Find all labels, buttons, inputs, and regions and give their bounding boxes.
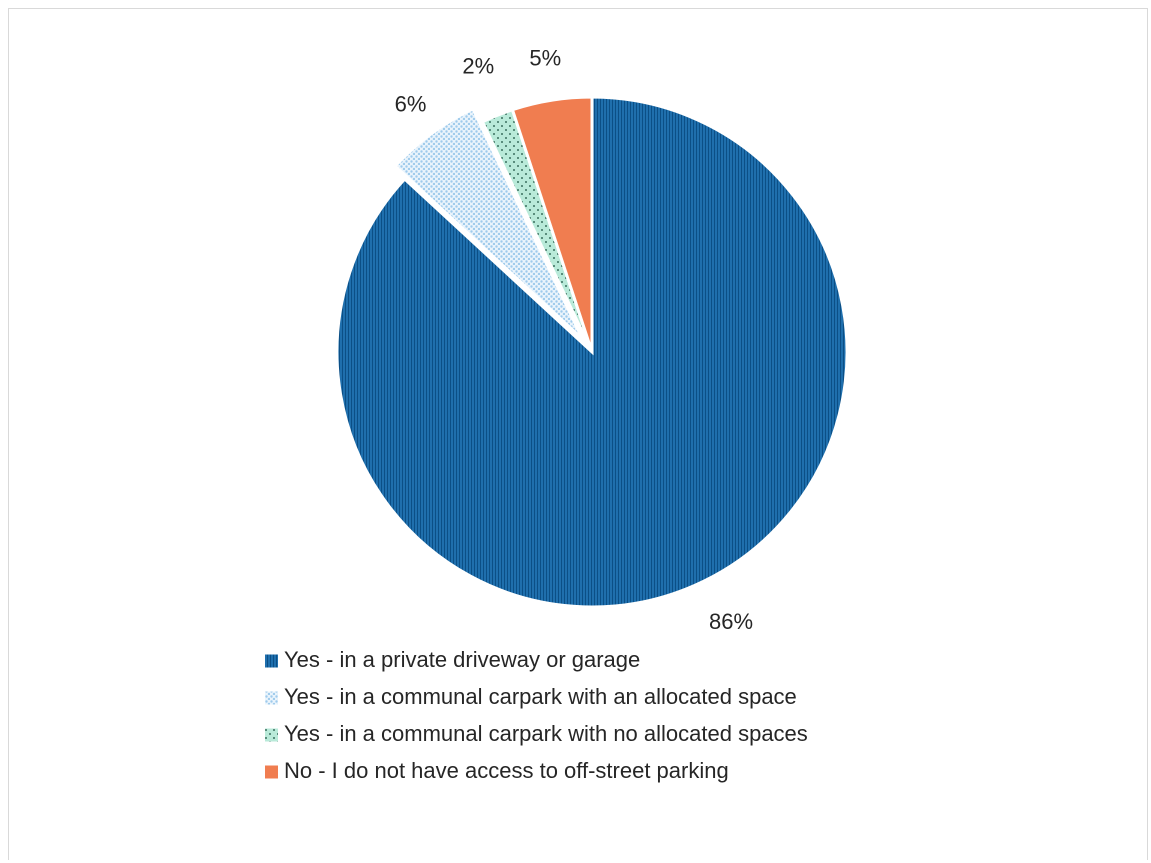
legend-swatch-1 [265,691,278,705]
legend-label-2: Yes - in a communal carpark with no allo… [284,721,808,746]
data-label-1: 6% [395,91,427,116]
chart-frame [8,8,1148,860]
slice-no-access [510,95,594,353]
legend-label-1: Yes - in a communal carpark with an allo… [284,684,797,709]
legend-swatch-2 [265,728,278,742]
legend-label-3: No - I do not have access to off-street … [284,758,729,783]
pie-slices [335,95,849,609]
chart-legend: Yes - in a private driveway or garage Yes… [265,647,808,783]
data-label-2: 2% [462,54,494,79]
slice-communal-allocated [393,106,584,341]
data-label-3: 5% [529,46,561,71]
data-label-0: 86% [709,609,753,634]
data-labels: 86% 6% 2% 5% [395,46,753,634]
legend-label-0: Yes - in a private driveway or garage [284,647,640,672]
legend-swatch-0 [265,654,278,668]
legend-swatch-3 [265,765,278,779]
